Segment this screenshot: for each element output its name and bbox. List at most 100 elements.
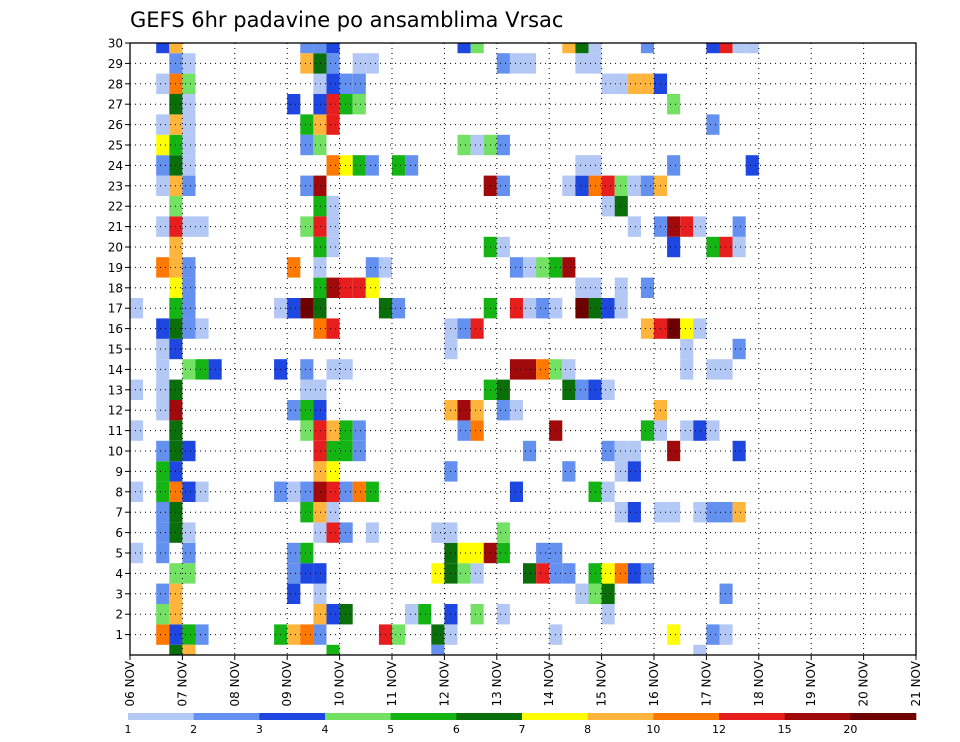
heatmap-cell <box>693 420 707 441</box>
heatmap-cell <box>300 420 314 441</box>
colorbar-label: 8 <box>584 723 591 736</box>
heatmap-cell <box>339 481 353 502</box>
heatmap-cell <box>365 522 379 543</box>
heatmap-cell <box>313 563 327 584</box>
heatmap-cell <box>523 298 537 319</box>
heatmap-cell <box>287 542 301 564</box>
heatmap-cell <box>470 134 484 156</box>
heatmap-cell <box>562 461 576 482</box>
heatmap-cell <box>431 563 445 584</box>
heatmap-cell <box>614 73 628 94</box>
heatmap-cell <box>496 134 510 156</box>
heatmap-cell <box>156 114 170 135</box>
heatmap-cell <box>509 298 523 319</box>
heatmap-cell <box>719 359 733 380</box>
heatmap-cell <box>313 196 327 217</box>
heatmap-cell <box>601 175 615 196</box>
heatmap-cell <box>640 73 654 94</box>
y-tick-label: 4 <box>115 567 123 581</box>
heatmap-cell <box>719 502 733 523</box>
x-tick-label: 14 NOV <box>542 660 556 706</box>
y-tick-label: 8 <box>115 485 123 499</box>
heatmap-cell <box>313 94 327 115</box>
heatmap-cell <box>326 216 340 237</box>
heatmap-cell <box>523 359 537 380</box>
x-tick-label: 08 NOV <box>228 660 242 706</box>
x-tick-label: 21 NOV <box>909 660 923 706</box>
y-tick-label: 9 <box>115 465 123 479</box>
heatmap-cell <box>693 502 707 523</box>
heatmap-cell <box>706 43 720 54</box>
heatmap-cell <box>287 563 301 584</box>
heatmap-cell <box>130 379 144 400</box>
heatmap-cell <box>732 502 746 523</box>
colorbar-label: 6 <box>453 723 460 736</box>
heatmap-cell <box>313 624 327 645</box>
heatmap-cell <box>392 624 406 645</box>
heatmap-cell <box>182 257 196 278</box>
heatmap-cell <box>300 53 314 74</box>
heatmap-cell <box>719 43 733 54</box>
heatmap-cell <box>182 522 196 543</box>
colorbar-label: 4 <box>322 723 329 736</box>
heatmap-cell <box>326 604 340 625</box>
heatmap-cell <box>313 277 327 298</box>
heatmap-cell <box>182 624 196 645</box>
heatmap-cell <box>313 604 327 625</box>
heatmap-cell <box>156 359 170 380</box>
colorbar-label: 12 <box>712 723 726 736</box>
y-tick-label: 5 <box>115 547 123 561</box>
heatmap-cell <box>470 400 484 421</box>
heatmap-cell <box>601 604 615 625</box>
heatmap-cell <box>640 175 654 196</box>
heatmap-cell <box>496 175 510 196</box>
colorbar-label: 10 <box>646 723 660 736</box>
colorbar-label: 5 <box>387 723 394 736</box>
colorbar-swatch <box>653 713 720 720</box>
heatmap-cell <box>156 481 170 502</box>
heatmap-cell <box>601 440 615 462</box>
heatmap-cell <box>536 298 550 319</box>
x-tick-label: 10 NOV <box>333 660 347 706</box>
heatmap-cell <box>667 624 681 645</box>
heatmap-cell <box>313 502 327 523</box>
grid-layer <box>130 42 916 655</box>
heatmap-cell <box>352 53 366 74</box>
heatmap-cell <box>680 420 694 441</box>
heatmap-cell <box>680 359 694 380</box>
heatmap-cell <box>313 440 327 462</box>
heatmap-cell <box>313 73 327 94</box>
heatmap-cell <box>326 73 340 94</box>
heatmap-cell <box>195 359 209 380</box>
heatmap-cell <box>536 257 550 278</box>
heatmap-cell <box>457 134 471 156</box>
heatmap-cell <box>326 420 340 441</box>
heatmap-cell <box>300 298 314 319</box>
x-tick-label: 20 NOV <box>857 660 871 706</box>
heatmap-cell <box>523 53 537 74</box>
heatmap-cell <box>352 420 366 441</box>
heatmap-cell <box>156 257 170 278</box>
heatmap-cell <box>614 196 628 217</box>
y-tick-label: 12 <box>108 404 123 418</box>
heatmap-cell <box>601 73 615 94</box>
heatmap-cell <box>300 624 314 645</box>
heatmap-cell <box>588 43 602 54</box>
heatmap-cell <box>156 522 170 543</box>
heatmap-cell <box>339 440 353 462</box>
x-tick-label: 06 NOV <box>123 660 137 706</box>
heatmap-cell <box>339 277 353 298</box>
heatmap-cell <box>640 318 654 339</box>
heatmap-cell <box>431 624 445 645</box>
heatmap-cell <box>614 440 628 462</box>
heatmap-cell <box>182 542 196 564</box>
heatmap-cell <box>156 400 170 421</box>
heatmap-cell <box>470 43 484 54</box>
heatmap-cell <box>195 318 209 339</box>
colorbar-swatch <box>259 713 326 720</box>
heatmap-cell <box>614 277 628 298</box>
colorbar-swatch <box>850 713 917 720</box>
heatmap-cell <box>182 277 196 298</box>
heatmap-cell <box>601 563 615 584</box>
heatmap-cell <box>182 298 196 319</box>
